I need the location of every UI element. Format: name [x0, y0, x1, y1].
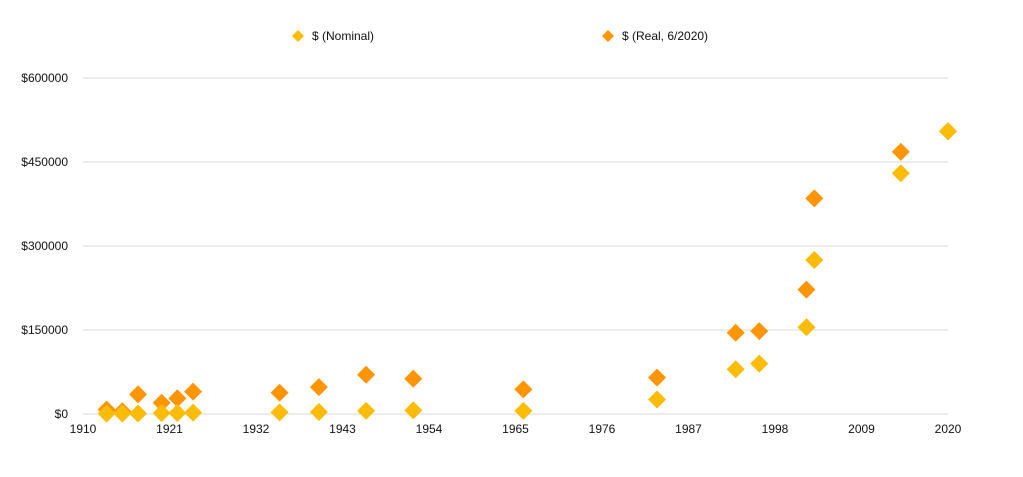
legend-marker	[292, 30, 304, 42]
data-point-nominal	[309, 403, 328, 422]
data-point-nominal	[404, 401, 423, 420]
y-tick-label: $150000	[21, 323, 68, 337]
data-point-real	[357, 365, 376, 384]
data-point-nominal	[168, 404, 187, 423]
x-tick-label: 2020	[935, 422, 962, 436]
data-point-real	[168, 389, 187, 408]
data-point-real	[750, 322, 769, 341]
x-tick-label: 1932	[243, 422, 270, 436]
x-tick-label: 1921	[156, 422, 183, 436]
data-point-nominal	[797, 318, 816, 337]
data-point-nominal	[113, 404, 132, 423]
data-point-real	[514, 380, 533, 399]
data-point-nominal	[129, 404, 148, 423]
data-point-real	[184, 382, 203, 401]
data-point-real	[891, 142, 910, 161]
data-point-nominal	[891, 164, 910, 183]
data-point-real	[648, 368, 667, 387]
data-point-nominal	[648, 390, 667, 409]
data-point-real	[309, 378, 328, 397]
x-tick-label: 1910	[70, 422, 97, 436]
data-point-real	[152, 393, 171, 412]
data-point-real	[129, 385, 148, 404]
x-tick-label: 1987	[675, 422, 702, 436]
x-tick-label: 1954	[416, 422, 443, 436]
y-tick-label: $0	[55, 407, 69, 421]
y-tick-label: $300000	[21, 239, 68, 253]
y-tick-label: $600000	[21, 71, 68, 85]
x-tick-label: 1976	[589, 422, 616, 436]
x-tick-label: 1943	[329, 422, 356, 436]
x-tick-label: 1998	[762, 422, 789, 436]
data-point-real	[404, 369, 423, 388]
data-point-nominal	[152, 404, 171, 423]
data-point-nominal	[514, 401, 533, 420]
data-point-nominal	[726, 360, 745, 379]
data-point-nominal	[270, 403, 289, 422]
legend-marker	[602, 30, 614, 42]
data-point-real	[270, 383, 289, 402]
data-point-nominal	[805, 251, 824, 269]
data-point-real	[805, 189, 824, 208]
data-point-nominal	[939, 122, 957, 141]
data-point-real	[797, 280, 816, 299]
data-point-real	[726, 323, 745, 342]
x-tick-label: 1965	[502, 422, 529, 436]
legend-label: $ (Nominal)	[312, 29, 374, 43]
data-point-nominal	[184, 403, 203, 422]
data-point-nominal	[97, 404, 116, 423]
legend-label: $ (Real, 6/2020)	[622, 29, 708, 43]
data-point-nominal	[357, 401, 376, 420]
data-point-nominal	[750, 354, 769, 373]
y-tick-label: $450000	[21, 155, 68, 169]
x-tick-label: 2009	[848, 422, 875, 436]
